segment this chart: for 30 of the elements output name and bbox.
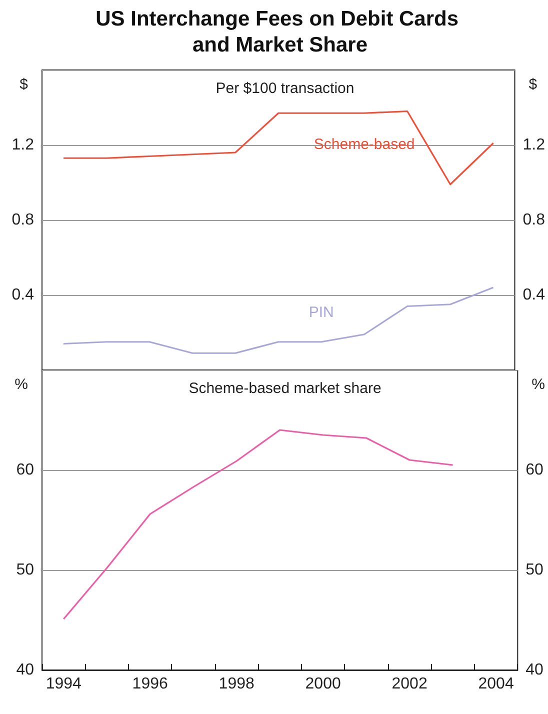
y-tick-label: 40 <box>16 662 34 678</box>
chart-title: US Interchange Fees on Debit Cards and Market Share <box>96 8 464 56</box>
line-series <box>62 110 494 186</box>
y2-tick-label: 60 <box>526 462 544 478</box>
line-series <box>62 429 454 620</box>
y2-tick-label: 0.8 <box>522 212 546 228</box>
y2-tick-label: 40 <box>526 662 544 678</box>
y2-axis-title: % <box>532 376 546 393</box>
y-tick-label: 60 <box>16 462 34 478</box>
x-tick-label: 1998 <box>218 676 254 692</box>
series-label: PIN <box>308 304 334 321</box>
x-tick-label: 2000 <box>305 676 341 692</box>
y-tick-label: 0.8 <box>12 212 34 228</box>
text: Scheme-based market share <box>188 380 382 397</box>
y-axis-title: % <box>14 376 28 393</box>
y-tick-label: 0.4 <box>12 286 34 304</box>
y2-tick-label: 50 <box>526 562 544 578</box>
y2-tick-label: 1.2 <box>522 136 546 154</box>
y-tick-label: 50 <box>16 562 34 578</box>
x-tick-label: 1996 <box>132 676 168 692</box>
series-label: Scheme-based <box>314 136 415 154</box>
x-tick-label: 2002 <box>392 676 428 692</box>
y-tick-label: 1.2 <box>12 136 34 154</box>
text: Per $100 transaction <box>216 80 354 97</box>
line-series <box>62 286 494 354</box>
y2-tick-label: 0.4 <box>522 286 546 304</box>
y-axis-title: $ <box>20 76 29 93</box>
y2-axis-title: $ <box>528 76 538 93</box>
x-tick-label: 1994 <box>46 676 82 692</box>
x-tick-label: 2004 <box>478 676 514 692</box>
